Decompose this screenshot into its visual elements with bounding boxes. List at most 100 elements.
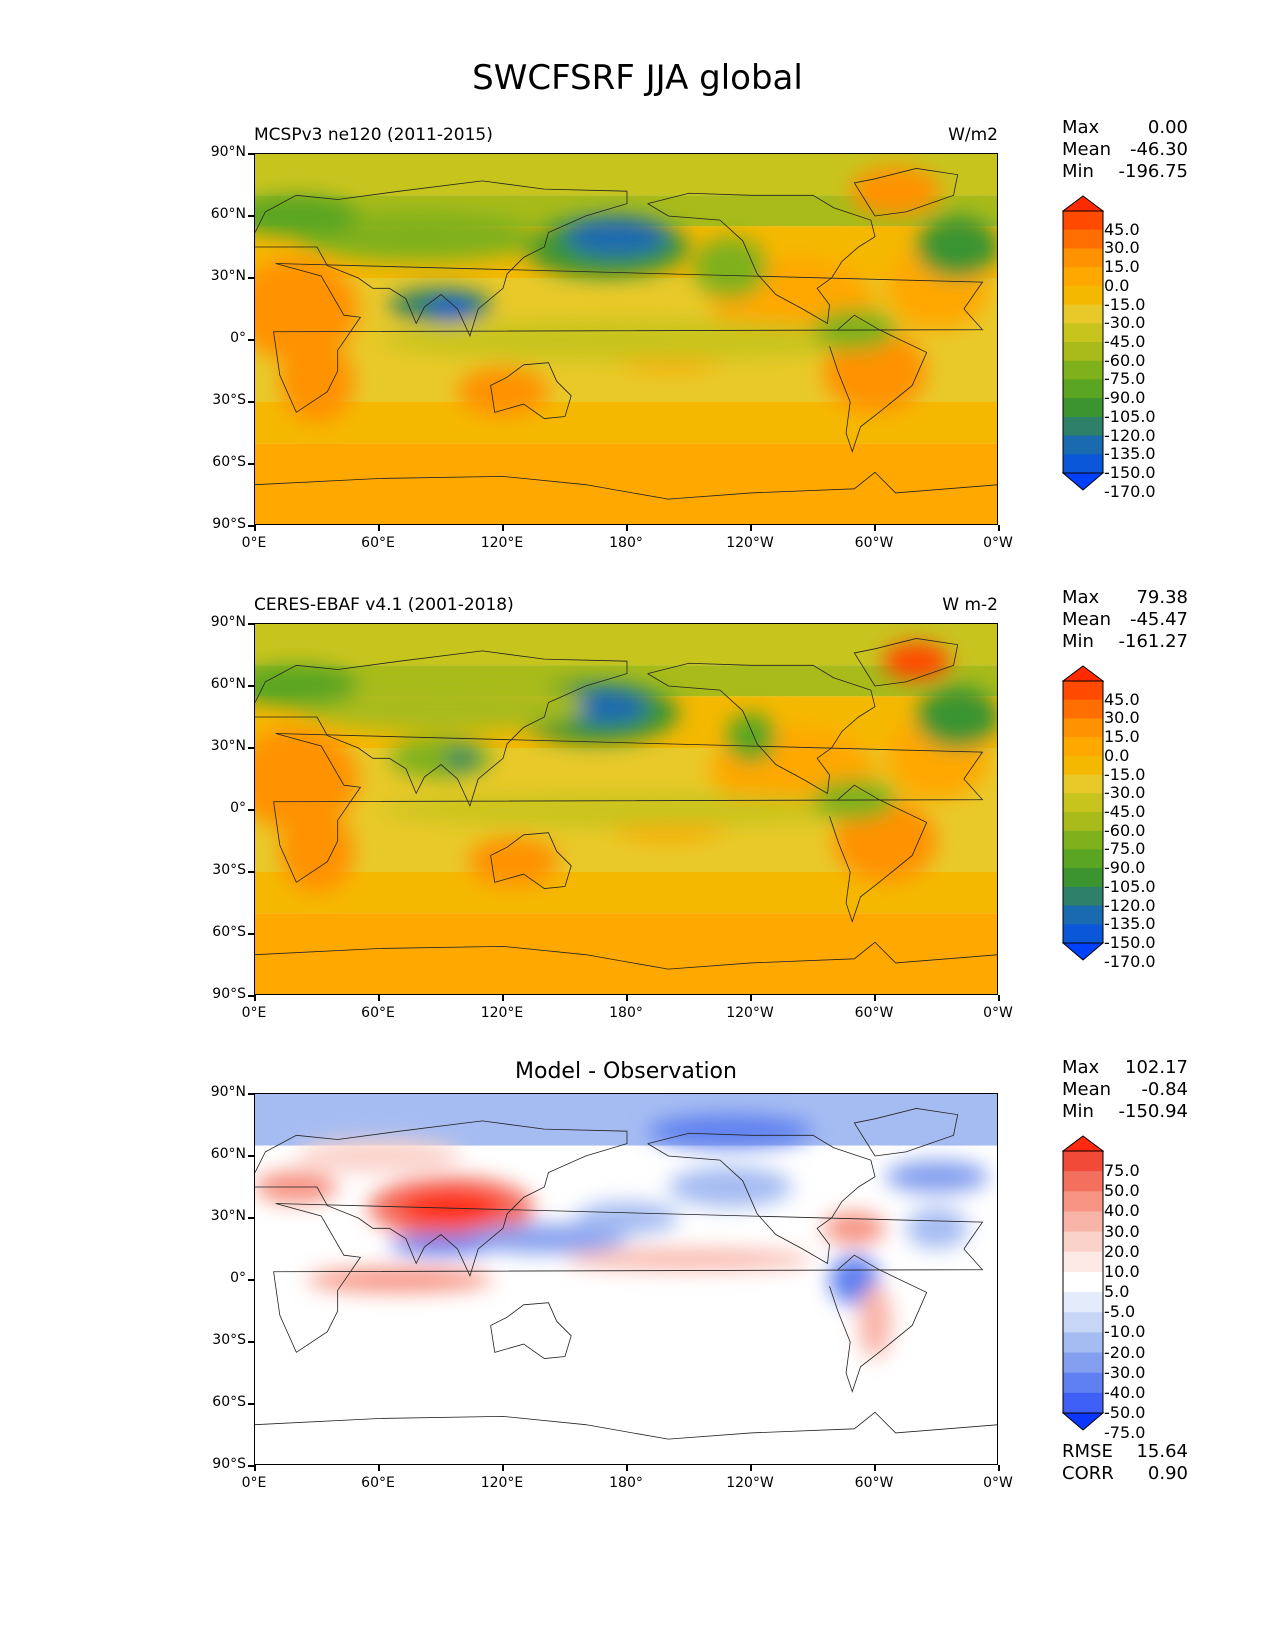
panel-2-colorbar-label: -120.0 <box>1104 895 1156 915</box>
panel-3-lon-tick-mark <box>750 1465 752 1471</box>
panel-1-lat-tick-mark <box>248 463 254 465</box>
panel-3-lat-tick-mark <box>248 1155 254 1157</box>
panel-3-lon-tick: 0°E <box>241 1475 267 1491</box>
panel-1-anomaly-4 <box>850 166 942 216</box>
panel-3-map <box>254 1093 998 1465</box>
panel-3-lon-tick: 120°W <box>726 1475 774 1491</box>
panel-3-anomaly-12 <box>823 1211 886 1245</box>
panel-3-stat-min-value: -150.94 <box>1118 1101 1188 1122</box>
panel-3-coastline-australia <box>490 1302 572 1359</box>
panel-3-lon-tick: 180° <box>609 1475 643 1491</box>
panel-2-colorbar-label: -170.0 <box>1104 951 1156 971</box>
panel-3-anomaly-9 <box>885 1160 989 1194</box>
panel-3-colorbar-min-extend <box>1062 1412 1104 1431</box>
panel-3-colorbar-label: 20.0 <box>1104 1241 1140 1261</box>
panel-2-lat-tick-mark <box>248 809 254 811</box>
panel-2-lat-tick: 30°S <box>212 862 246 878</box>
panel-1-stat-max-label: Max <box>1062 117 1100 138</box>
panel-3-lat-tick-mark <box>248 1279 254 1281</box>
panel-3-colorbar-label: -30.0 <box>1104 1362 1146 1382</box>
panel-3-colorbar-segment <box>1063 1171 1103 1192</box>
panel-1-lat-tick-mark <box>248 215 254 217</box>
panel-2-colorbar-label: -105.0 <box>1104 876 1156 896</box>
panel-2-lat-tick: 90°S <box>212 986 246 1002</box>
panel-2-coastline-australia <box>490 832 572 889</box>
panel-2-lat-tick: 60°N <box>210 676 246 692</box>
panel-2-colorbar-segment <box>1063 774 1103 794</box>
panel-1-lon-tick-mark <box>626 525 628 531</box>
panel-2-colorbar-label: -90.0 <box>1104 858 1146 878</box>
panel-2-colorbar-label: -150.0 <box>1104 933 1156 952</box>
panel-1-stat-min-label: Min <box>1062 161 1094 182</box>
panel-2-coastline-africa <box>273 733 984 883</box>
panel-1-colorbar-label: -150.0 <box>1104 463 1156 482</box>
panel-2-colorbar-label: 15.0 <box>1104 727 1140 747</box>
panel-1-colorbar-segment <box>1063 454 1103 474</box>
panel-2-anomaly-9 <box>565 688 648 726</box>
panel-1-coastline-namerica <box>647 192 876 325</box>
panel-3-colorbar-label: -5.0 <box>1104 1302 1136 1322</box>
panel-2-units: W m-2 <box>942 595 998 615</box>
panel-1-lat-tick: 30°S <box>212 392 246 408</box>
panel-2-colorbar-segment <box>1063 886 1103 907</box>
panel-1-stat-mean-label: Mean <box>1062 139 1112 160</box>
panel-2-colorbar-segment <box>1063 755 1103 776</box>
panel-2-anomaly-15 <box>296 681 586 732</box>
panel-1-colorbar-label: -45.0 <box>1104 332 1146 351</box>
panel-3-anomaly-8 <box>668 1166 793 1208</box>
panel-1-stat-mean-value: -46.30 <box>1129 139 1188 160</box>
panel-2-anomaly-14 <box>916 686 997 748</box>
panel-2-colorbar-segment <box>1063 830 1103 850</box>
panel-1-lat-tick: 90°S <box>212 516 246 532</box>
panel-2-stat-mean-value: -45.47 <box>1129 609 1188 630</box>
panel-1-anomaly-1 <box>457 366 549 417</box>
panel-3-colorbar-segment <box>1063 1191 1103 1212</box>
panel-3-colorbar-max-extend <box>1062 1135 1104 1152</box>
panel-2-anomaly-2 <box>279 810 355 893</box>
panel-2-lat-tick: 90°N <box>210 614 246 630</box>
panel-1-anomaly-11 <box>426 298 477 320</box>
panel-1-colorbar-label: -170.0 <box>1104 481 1156 501</box>
panel-1-stat-max-value: 0.00 <box>1147 117 1188 138</box>
panel-3-colorbar-label: 40.0 <box>1104 1201 1140 1221</box>
panel-1-colorbar-segment <box>1063 248 1103 268</box>
panel-3-anomaly-7 <box>858 1284 892 1359</box>
panel-2-colorbar-label: -135.0 <box>1104 914 1156 934</box>
panel-1-lon-tick-mark <box>998 525 1000 531</box>
panel-1-anomaly-14 <box>916 216 997 278</box>
panel-1-anomaly-2 <box>279 340 355 423</box>
panel-1-lon-tick-mark <box>254 525 256 531</box>
panel-3-anomaly-13 <box>906 1207 968 1249</box>
panel-1-colorbar-segment <box>1063 323 1103 343</box>
panel-2-title-left: CERES-EBAF v4.1 (2001-2018) <box>254 595 514 615</box>
panel-1-lon-tick: 0°W <box>983 535 1013 551</box>
panel-2-colorbar-segment <box>1063 812 1103 832</box>
panel-2-stat-max-label: Max <box>1062 587 1100 608</box>
panel-2-colorbar-outline <box>1062 680 1104 944</box>
panel-3-lon-tick-mark <box>254 1465 256 1471</box>
panel-1-colorbar-label: 45.0 <box>1104 219 1140 239</box>
panel-1-coastline-eurasia <box>255 180 628 337</box>
panel-1-title-left: MCSPv3 ne120 (2011-2015) <box>254 125 493 145</box>
panel-1-lon-tick: 120°E <box>480 535 524 551</box>
panel-3-lat-tick-mark <box>248 1403 254 1405</box>
panel-1-field <box>255 154 997 524</box>
panel-3-colorbar-segment <box>1063 1251 1103 1273</box>
panel-2-anomaly-17 <box>255 665 359 707</box>
panel-3-title: Model - Observation <box>515 1059 737 1084</box>
panel-2-colorbar-segment <box>1063 793 1103 813</box>
panel-3-anomaly-3 <box>389 1234 493 1256</box>
panel-3-coastline-africa <box>273 1203 984 1353</box>
panel-3-lon-tick-mark <box>874 1465 876 1471</box>
panel-3-lat-tick: 30°S <box>212 1332 246 1348</box>
panel-3-colorbar-label: -40.0 <box>1104 1382 1146 1402</box>
panel-2-colorbar-segment <box>1063 849 1103 869</box>
panel-2-lon-tick: 0°W <box>983 1005 1013 1021</box>
panel-1-colorbar-label: 15.0 <box>1104 257 1140 277</box>
panel-1-lon-tick: 60°W <box>854 535 894 551</box>
panel-2-colorbar-label: 45.0 <box>1104 689 1140 709</box>
panel-2-lon-tick: 0°E <box>241 1005 267 1021</box>
panel-1-colorbar-label: -60.0 <box>1104 350 1146 370</box>
panel-1-colorbar-label: -135.0 <box>1104 444 1156 464</box>
panel-1-coastline-greenland <box>853 168 959 217</box>
